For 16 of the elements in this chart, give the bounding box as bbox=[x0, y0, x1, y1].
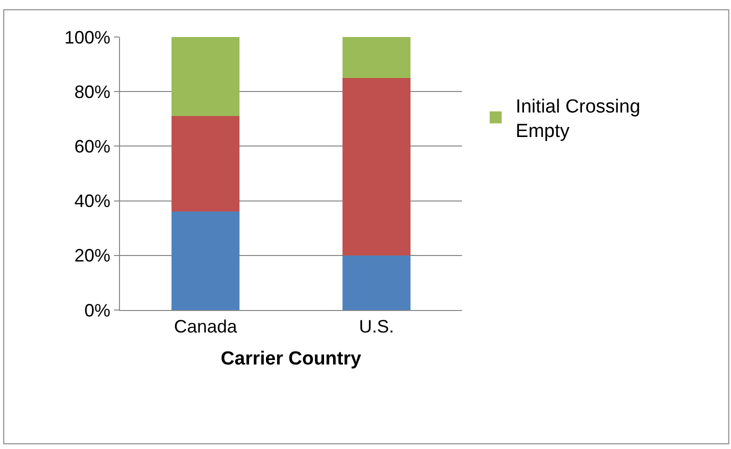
y-tick-label: 40% bbox=[74, 191, 110, 212]
x-tick-label: Canada bbox=[174, 316, 238, 337]
bar bbox=[342, 37, 411, 78]
legend-label: Initial Crossing Empty bbox=[516, 96, 640, 142]
y-tick-label: 20% bbox=[74, 246, 110, 266]
bar bbox=[342, 78, 411, 256]
y-tick-label: 80% bbox=[74, 82, 110, 102]
bar bbox=[171, 37, 240, 116]
bar bbox=[342, 255, 411, 310]
x-axis-title: Carrier Country bbox=[220, 348, 362, 370]
y-tick-label: 60% bbox=[74, 136, 110, 156]
y-tick-label: 0% bbox=[84, 300, 110, 320]
y-tick-label: 100% bbox=[64, 27, 110, 48]
bar bbox=[171, 116, 240, 212]
x-tick-label: U.S. bbox=[358, 316, 394, 337]
bar bbox=[171, 212, 240, 310]
